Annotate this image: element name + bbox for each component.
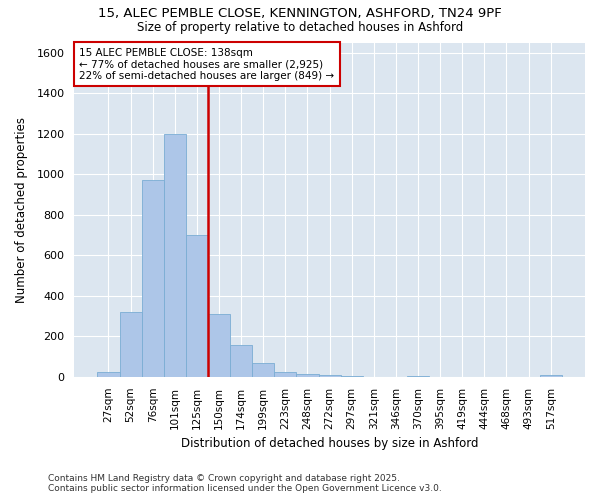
Bar (252, 362, 274, 377)
Text: 15, ALEC PEMBLE CLOSE, KENNINGTON, ASHFORD, TN24 9PF: 15, ALEC PEMBLE CLOSE, KENNINGTON, ASHFO… (98, 8, 502, 20)
Bar (164, 134, 186, 377)
Bar (296, 374, 319, 377)
Bar (186, 235, 208, 377)
Text: Contains public sector information licensed under the Open Government Licence v3: Contains public sector information licen… (48, 484, 442, 493)
Bar (341, 376, 363, 377)
Text: Size of property relative to detached houses in Ashford: Size of property relative to detached ho… (137, 21, 463, 34)
Bar (142, 180, 164, 377)
Bar (319, 375, 341, 377)
Y-axis label: Number of detached properties: Number of detached properties (15, 116, 28, 302)
Bar (208, 314, 230, 377)
Bar (407, 376, 429, 377)
Bar (119, 312, 142, 377)
X-axis label: Distribution of detached houses by size in Ashford: Distribution of detached houses by size … (181, 437, 478, 450)
Bar (539, 375, 562, 377)
Bar (274, 372, 296, 377)
Bar (97, 372, 119, 377)
Bar (230, 346, 252, 377)
Text: 15 ALEC PEMBLE CLOSE: 138sqm
← 77% of detached houses are smaller (2,925)
22% of: 15 ALEC PEMBLE CLOSE: 138sqm ← 77% of de… (79, 48, 334, 80)
Text: Contains HM Land Registry data © Crown copyright and database right 2025.: Contains HM Land Registry data © Crown c… (48, 474, 400, 483)
